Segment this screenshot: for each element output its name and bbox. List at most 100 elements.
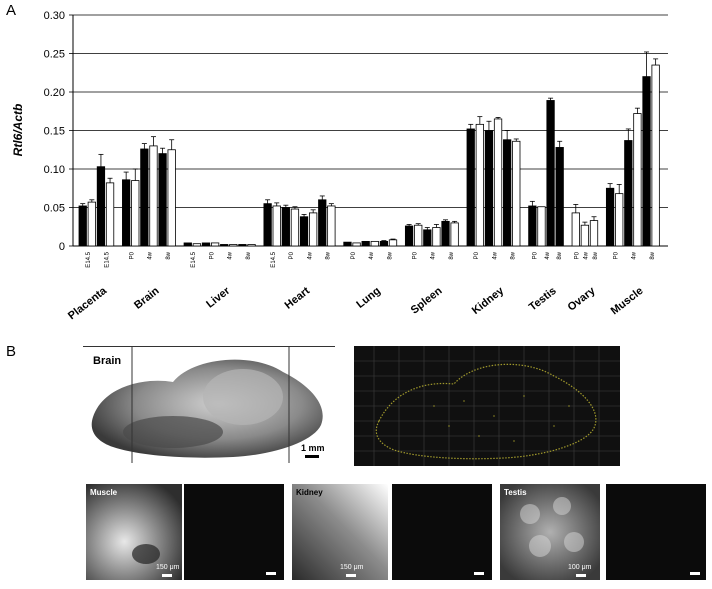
bar [290,208,300,247]
muscle-fluor-scale-bar [266,572,276,575]
testis-brightfield-image: Testis 100 μm [500,484,600,580]
testis-scale-bar [576,574,586,577]
kidney-scale-bar [346,574,356,577]
testis-fluor-scale-bar [690,572,700,575]
bar [642,76,651,247]
y-tick-label: 0.05 [44,203,65,215]
brain-label: Brain [93,355,122,367]
bar [528,205,537,247]
testis-label: Testis [504,488,527,497]
stage-label: 4w [228,251,234,259]
bar [615,193,624,247]
stage-label: P0 [289,251,295,259]
stage-label: 8w [511,251,517,259]
bar [432,227,441,247]
bar-chart: 0 0.05 0.10 0.15 0.20 0.25 0.30 Rtl6/Actb E14.5 E… [11,10,668,322]
bar [272,205,281,247]
stage-label: P0 [351,251,357,259]
y-tick-label: 0.20 [44,87,65,99]
testis-scale-label: 100 μm [568,564,592,571]
bar [229,244,238,247]
stage-label: 8w [326,251,332,259]
tissue-label: Brain [132,285,162,312]
y-tick-label: 0.15 [44,126,65,138]
bar [423,229,432,247]
muscle-brightfield-image: Muscle 150 μm [86,484,182,580]
bar [580,224,590,247]
stage-label: P0 [412,251,418,259]
tissue-label: Kidney [470,284,507,317]
bar [183,242,192,247]
tissue-label: Placenta [66,284,110,322]
muscle-label: Muscle [90,488,118,497]
stage-label: 8w [246,251,252,259]
tissue-label: Liver [204,284,233,310]
stage-label: 4w [307,251,313,259]
brain-fluorescence-image [354,346,620,466]
bar [414,224,423,247]
bar [404,225,414,247]
bar [388,239,398,247]
y-tick-label: 0 [59,241,65,253]
bar [201,242,211,247]
bar [343,241,352,247]
stage-label: 8w [593,251,599,259]
panel-b-letter: B [6,343,17,360]
tissue-label: Testis [527,285,559,314]
bar [318,199,327,247]
muscle-fluorescence-image [184,484,284,580]
y-axis-label: Rtl6/Actb [11,104,25,157]
stage-label: P0 [613,251,619,259]
bar [78,205,87,247]
bar [633,113,642,247]
stage-label: 8w [650,251,656,259]
bar [571,212,580,247]
bar [140,148,149,247]
bar [484,130,494,247]
bar [263,203,272,247]
stage-label: 8w [449,251,455,259]
testis-fluorescence-image [606,484,706,580]
bar [555,147,564,247]
stage-label: P0 [209,251,215,259]
stage-label: P0 [575,251,581,259]
bar [87,201,96,247]
bar [122,179,131,247]
tissue-label: Ovary [566,284,599,313]
brain-scale-bar [305,455,319,458]
stage-label: P0 [130,251,136,259]
bar [352,242,361,247]
bar [651,64,660,247]
tissue-label: Lung [354,285,383,311]
bar [503,139,512,247]
bar [158,153,167,247]
bar [210,242,220,247]
stage-label: 4w [632,251,638,259]
kidney-brightfield-image: Kidney 150 μm [292,484,388,580]
bar [493,118,503,247]
muscle-scale-label: 150 μm [156,564,180,571]
tissue-label: Muscle [609,285,646,317]
bar [466,128,475,247]
bar [370,240,379,247]
bar [441,220,450,247]
y-tick-label: 0.10 [44,164,65,176]
bar [546,100,555,247]
bar [537,206,546,247]
bar [309,212,318,247]
bar [327,205,336,247]
bar [220,244,229,247]
stage-label: 8w [557,251,563,259]
bar [605,187,615,247]
bar [131,180,140,247]
stage-label: 4w [545,251,551,259]
stage-label: 4w [148,251,154,259]
brain-brightfield-image: Brain 1 mm [83,346,335,463]
bar [379,240,389,247]
muscle-scale-bar [162,574,172,577]
bar [247,244,256,247]
bar [105,182,115,247]
bar [192,243,202,247]
bar [361,240,370,247]
bar [450,222,459,247]
